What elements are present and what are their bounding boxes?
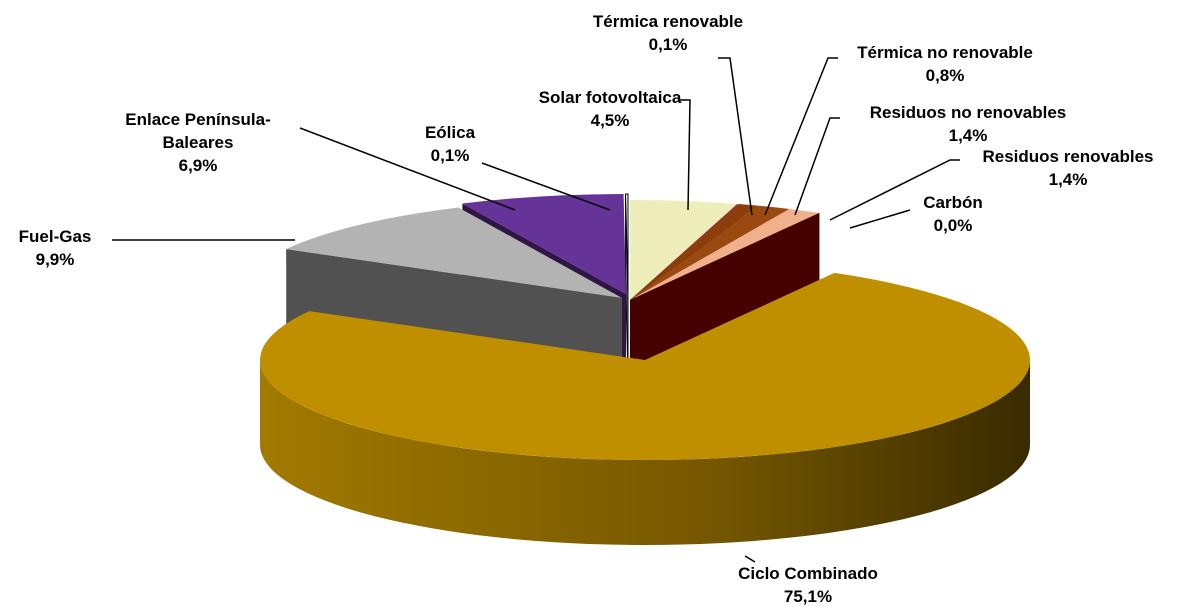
value-label: 0,0%: [933, 216, 973, 235]
slice: [630, 200, 738, 300]
leader-line: [718, 57, 753, 216]
slice-label: Carbón 0,0%: [923, 191, 983, 237]
slice-label: Eólica 0,1%: [425, 121, 475, 167]
category-label: Solar fotovoltaica: [538, 88, 682, 107]
category-label: Residuos renovables: [982, 147, 1154, 166]
category-label: Residuos no renovables: [869, 103, 1067, 122]
slice: [286, 207, 622, 298]
slice: [259, 272, 1030, 460]
slice: [630, 205, 790, 300]
value-label: 1,4%: [1048, 170, 1088, 189]
category-label: Fuel-Gas: [18, 227, 92, 246]
leader-line: [849, 209, 911, 229]
slice: [630, 204, 758, 300]
category-label: Eólica: [424, 123, 476, 142]
leader-line: [794, 117, 840, 216]
slice: [625, 193, 629, 295]
slice-label: Fuel-Gas 9,9%: [19, 225, 92, 271]
slice-label: Solar fotovoltaica 4,5%: [539, 86, 682, 132]
category-label: Térmica no renovable: [857, 43, 1033, 62]
value-label: 9,9%: [35, 250, 75, 269]
value-label: 1,4%: [948, 126, 988, 145]
category-label: Ciclo Combinado: [738, 564, 878, 583]
value-label: 0,8%: [925, 66, 965, 85]
leader-line: [829, 159, 960, 221]
slice: [630, 203, 740, 300]
slice-label: Residuos renovables 1,4%: [982, 145, 1153, 191]
value-label: 4,5%: [590, 111, 630, 130]
slice-label: Enlace Península-Baleares 6,9%: [103, 108, 293, 177]
category-label: Enlace Península-Baleares: [125, 110, 271, 152]
leader-line: [764, 57, 838, 216]
category-label: Carbón: [923, 193, 983, 212]
leader-line: [299, 127, 516, 211]
slice-side: [630, 212, 820, 385]
value-label: 0,1%: [648, 35, 688, 54]
slice-label: Térmica renovable 0,1%: [593, 10, 743, 56]
value-label: 0,1%: [430, 146, 470, 165]
leader-line: [744, 555, 756, 563]
leader-line: [481, 162, 611, 211]
value-label: 6,9%: [178, 156, 218, 175]
category-label: Térmica renovable: [592, 12, 744, 31]
slice-wall: [260, 360, 1030, 545]
value-label: 75,1%: [783, 587, 833, 606]
slice-label: Ciclo Combinado 75,1%: [738, 562, 878, 607]
slice: [462, 194, 626, 294]
slice-label: Residuos no renovables 1,4%: [870, 101, 1067, 147]
slice-label: Térmica no renovable 0,8%: [857, 41, 1033, 87]
leader-line: [680, 99, 691, 211]
slice: [630, 208, 820, 300]
